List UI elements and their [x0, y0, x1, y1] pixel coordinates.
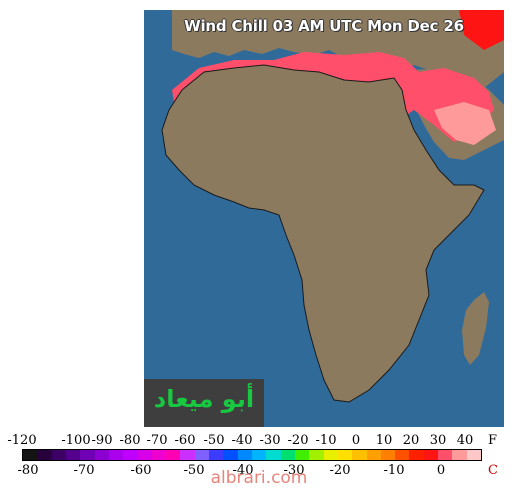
- fahrenheit-tick-label: 10: [375, 433, 393, 448]
- color-scale-cell: [23, 450, 38, 460]
- color-scale-cell: [466, 450, 481, 460]
- color-scale-cell: [309, 450, 324, 460]
- color-scale-cell: [252, 450, 267, 460]
- fahrenheit-tick-label: -60: [174, 433, 196, 448]
- color-scale-cell: [37, 450, 52, 460]
- chill-zone-light-east: [434, 102, 496, 145]
- watermark: albrari.com: [210, 468, 308, 488]
- color-scale-cell: [94, 450, 109, 460]
- color-scale-cell: [237, 450, 252, 460]
- color-scale-cell: [352, 450, 367, 460]
- fahrenheit-tick-label: -70: [146, 433, 168, 448]
- land-europe: [172, 10, 504, 88]
- color-scale-cell: [409, 450, 424, 460]
- color-scale-cell: [266, 450, 281, 460]
- color-scale-cell: [223, 450, 238, 460]
- fahrenheit-tick-label: 40: [456, 433, 474, 448]
- color-scale-cell: [395, 450, 410, 460]
- color-scale-cell: [323, 450, 338, 460]
- fahrenheit-tick-label: -80: [119, 433, 141, 448]
- color-scale-cell: [423, 450, 439, 460]
- fahrenheit-tick-label: 30: [429, 433, 447, 448]
- fahrenheit-tick-label: -30: [259, 433, 281, 448]
- fahrenheit-tick-label: -50: [203, 433, 225, 448]
- color-scale-cell: [166, 450, 181, 460]
- color-scale-cell: [151, 450, 167, 460]
- land-madagascar: [462, 292, 489, 365]
- color-scale-cell: [452, 450, 467, 460]
- chill-zone-top-right: [459, 10, 504, 50]
- fahrenheit-tick-label: -120: [7, 433, 37, 448]
- color-scale-cell: [209, 450, 224, 460]
- color-scale-cell: [51, 450, 66, 460]
- fahrenheit-unit: F: [488, 433, 498, 448]
- logo: أبو ميعاد: [144, 379, 264, 427]
- weather-map: Wind Chill 03 AM UTC Mon Dec 26 أبو ميعا…: [144, 10, 504, 427]
- color-scale-cell: [180, 450, 195, 460]
- color-scale-bar: [22, 449, 482, 461]
- color-scale-cell: [380, 450, 396, 460]
- celsius-unit: C: [488, 463, 498, 478]
- color-scale-cell: [65, 450, 81, 460]
- color-scale-cell: [80, 450, 95, 460]
- color-scale-cell: [337, 450, 353, 460]
- color-scale-cell: [194, 450, 210, 460]
- africa-map: [144, 10, 504, 427]
- color-scale-cell: [280, 450, 295, 460]
- fahrenheit-tick-label: -90: [91, 433, 113, 448]
- color-scale-cell: [123, 450, 138, 460]
- fahrenheit-tick-label: 20: [402, 433, 420, 448]
- fahrenheit-tick-label: -20: [287, 433, 309, 448]
- logo-text: أبو ميعاد: [153, 385, 255, 413]
- fahrenheit-tick-label: 0: [351, 433, 361, 448]
- fahrenheit-tick-label: -100: [61, 433, 91, 448]
- fahrenheit-tick-label: -10: [315, 433, 337, 448]
- color-scale-cell: [137, 450, 152, 460]
- color-scale-cell: [108, 450, 124, 460]
- color-scale-cell: [366, 450, 381, 460]
- color-scale-cell: [294, 450, 310, 460]
- fahrenheit-tick-label: -40: [231, 433, 253, 448]
- map-title: Wind Chill 03 AM UTC Mon Dec 26: [184, 17, 464, 35]
- color-scale-cell: [438, 450, 453, 460]
